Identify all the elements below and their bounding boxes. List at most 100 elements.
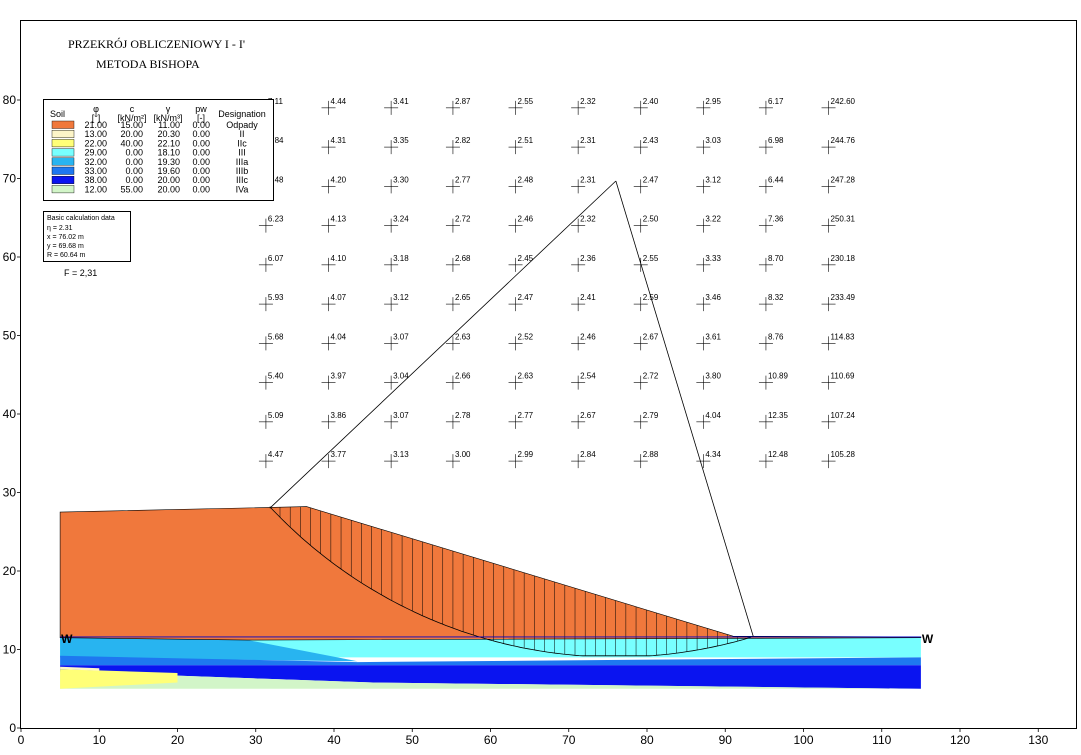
calc-line-eta: η = 2.31 (47, 225, 73, 232)
legend-cell: 13.00 (84, 129, 107, 139)
grid-value: 3.03 (705, 136, 721, 145)
legend-designation: II (239, 129, 244, 139)
soil-layer-1 (60, 637, 358, 662)
grid-value: 105.28 (831, 450, 856, 459)
legend-swatch (51, 157, 75, 166)
legend-swatch (51, 185, 75, 194)
legend-cell: 22.00 (84, 138, 107, 148)
grid-value: 2.46 (518, 215, 534, 224)
grid-value: 6.44 (768, 175, 784, 184)
grid-value: 2.72 (643, 372, 659, 381)
legend-cell: 0.00 (125, 148, 143, 158)
legend-header-soil: Soil (50, 109, 65, 119)
legend-swatch (51, 175, 75, 184)
soil-layer-6 (60, 666, 100, 671)
grid-value: 12.48 (768, 450, 789, 459)
legend-cell: 55.00 (120, 184, 143, 194)
grid-value: 2.52 (518, 332, 534, 341)
fill-body-odpady (59, 506, 922, 641)
grid-value: 4.04 (705, 411, 721, 420)
legend-cell: 38.00 (84, 175, 107, 185)
grid-value: 2.36 (580, 254, 596, 263)
x-tick-label: 120 (950, 733, 970, 747)
grid-value: 5.93 (268, 293, 284, 302)
grid-value: 2.31 (580, 136, 596, 145)
y-tick-label: 40 (3, 407, 17, 421)
factor-label: F = 2,31 (64, 268, 97, 278)
x-tick-label: 90 (719, 733, 733, 747)
legend-swatch (51, 166, 75, 175)
legend-cell: 12.00 (84, 184, 107, 194)
grid-value: 6.48 (268, 175, 284, 184)
x-tick-label: 60 (484, 733, 498, 747)
grid-value: 3.24 (393, 215, 409, 224)
grid-value: 2.63 (455, 332, 471, 341)
legend-cell: 0.00 (125, 157, 143, 167)
grid-value: 3.77 (331, 450, 347, 459)
grid-value: 3.46 (705, 293, 721, 302)
grid-value: 2.68 (455, 254, 471, 263)
grid-value: 2.47 (643, 175, 659, 184)
critical-slip-arc (269, 506, 752, 657)
y-tick-label: 10 (3, 643, 17, 657)
grid-value: 4.31 (331, 136, 347, 145)
grid-value: 8.70 (768, 254, 784, 263)
grid-value: 6.98 (768, 136, 784, 145)
legend-cell: 0.00 (192, 120, 210, 130)
y-tick-label: 50 (3, 329, 17, 343)
calc-data-box: Basic calculation data η = 2.31 x = 76.0… (43, 211, 131, 262)
y-tick-label: 30 (3, 486, 17, 500)
grid-value: 3.86 (331, 411, 347, 420)
grid-value: 10.89 (768, 372, 789, 381)
grid-value: 2.99 (518, 450, 534, 459)
grid-value: 250.31 (831, 215, 856, 224)
legend-cell: 0.00 (192, 157, 210, 167)
legend-cell: 20.00 (157, 184, 180, 194)
grid-value: 107.24 (831, 411, 856, 420)
legend-cell: 0.00 (192, 148, 210, 158)
water-marker-left: W (61, 632, 73, 646)
grid-value: 3.41 (393, 97, 409, 106)
grid-value: 2.50 (643, 215, 659, 224)
grid-value: 7.11 (268, 97, 284, 106)
y-tick-label: 0 (9, 721, 16, 735)
grid-value: 3.61 (705, 332, 721, 341)
grid-value: 233.49 (831, 293, 856, 302)
grid-value: 2.55 (643, 254, 659, 263)
legend-swatch (51, 120, 75, 129)
legend-cell: 19.30 (157, 157, 180, 167)
legend-cell: 0.00 (192, 166, 210, 176)
grid-value: 2.51 (518, 136, 534, 145)
legend-header-gamma: γ (166, 104, 171, 114)
grid-value: 3.13 (393, 450, 409, 459)
grid-value: 6.17 (768, 97, 784, 106)
grid-value: 3.35 (393, 136, 409, 145)
legend-swatch (51, 148, 75, 157)
grid-value: 2.65 (455, 293, 471, 302)
grid-value: 2.41 (580, 293, 596, 302)
y-tick-label: 60 (3, 250, 17, 264)
grid-value: 4.47 (268, 450, 284, 459)
grid-value: 6.84 (268, 136, 284, 145)
section-title: PRZEKRÓJ OBLICZENIOWY I - I' (68, 37, 245, 51)
grid-value: 2.59 (643, 293, 659, 302)
grid-value: 6.07 (268, 254, 284, 263)
legend-cell: 29.00 (84, 148, 107, 158)
grid-value: 2.46 (580, 332, 596, 341)
legend-header-c: c (130, 104, 135, 114)
legend-cell: 0.00 (192, 184, 210, 194)
grid-value: 3.12 (705, 175, 721, 184)
soil-layer-5 (60, 669, 178, 689)
y-tick-label: 70 (3, 172, 17, 186)
grid-value: 230.18 (831, 254, 856, 263)
legend-cell: 20.00 (157, 175, 180, 185)
grid-value: 2.67 (643, 332, 659, 341)
grid-value: 3.22 (705, 215, 721, 224)
x-tick-label: 10 (93, 733, 107, 747)
grid-value: 2.54 (580, 372, 596, 381)
legend-cell: 0.00 (125, 175, 143, 185)
grid-value: 4.13 (331, 215, 347, 224)
legend-designation: Odpady (226, 120, 258, 130)
calc-box-frame (43, 211, 131, 262)
radius-line-exit (615, 180, 754, 638)
